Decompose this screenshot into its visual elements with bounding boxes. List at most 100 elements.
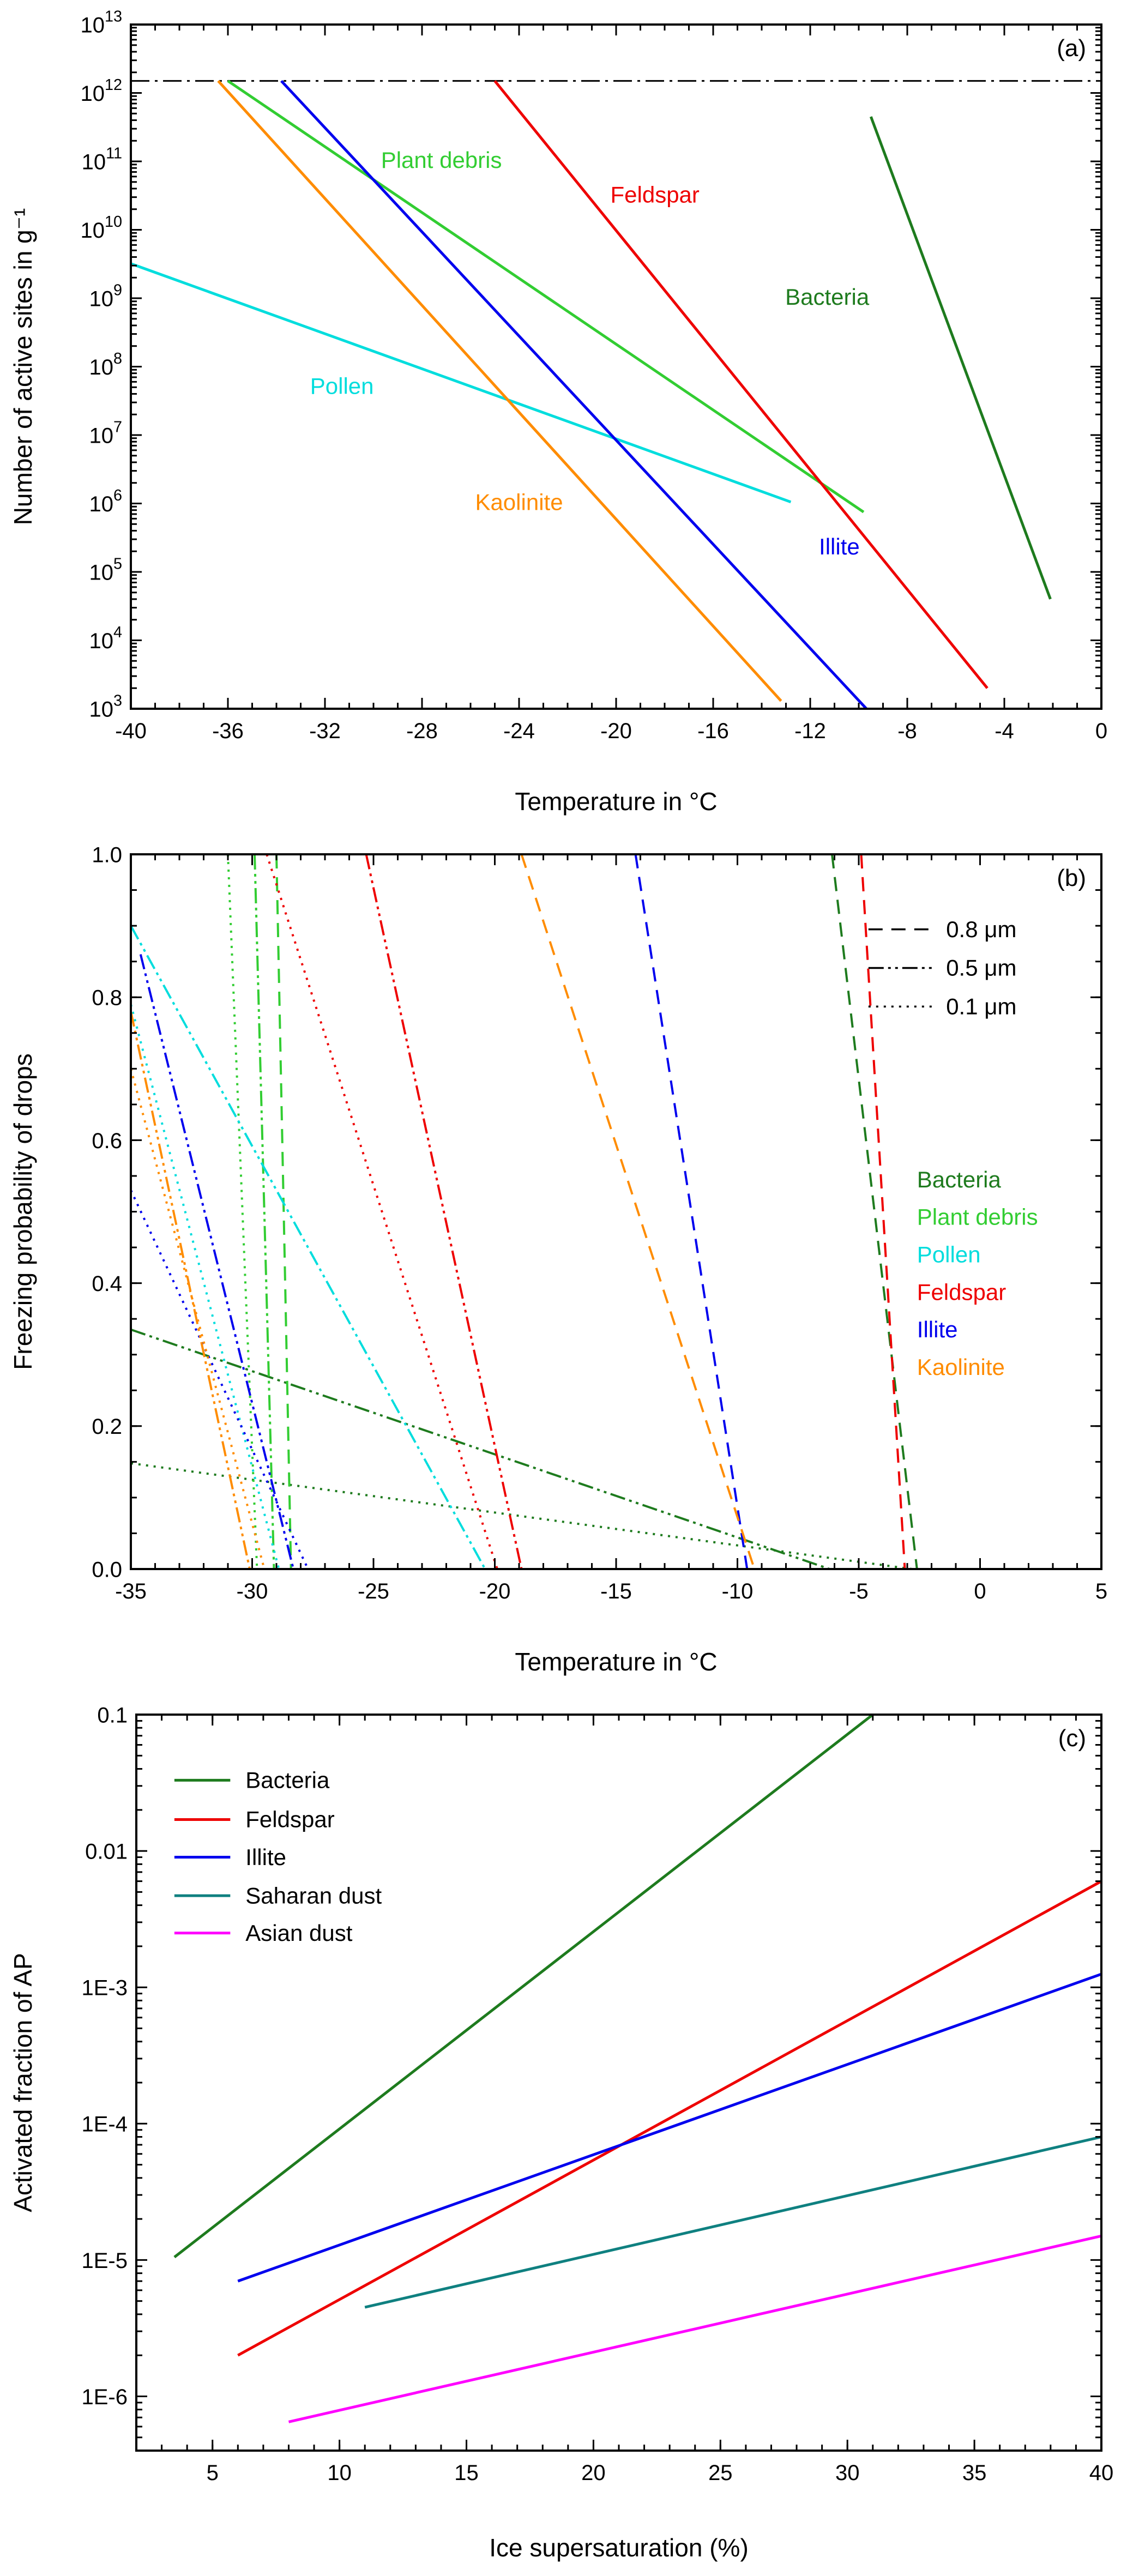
svg-text:-16: -16: [697, 719, 729, 743]
panel-a-active-sites-chart: -40 -36 -32 -28 -24 -20 -16 -12 -8 -4 0 103 104 105 10…: [0, 0, 1127, 830]
series-feldspar-0-5-m: [365, 854, 523, 1569]
legend-label-bacteria: Bacteria: [245, 1767, 330, 1793]
panel-label-c: (c): [1058, 1725, 1086, 1752]
svg-text:0.1: 0.1: [97, 1703, 128, 1727]
color-key-bacteria: Bacteria: [917, 1167, 1002, 1192]
svg-text:-30: -30: [237, 1579, 268, 1603]
svg-text:-20: -20: [479, 1579, 511, 1603]
y-axis-label-c: Activated fraction of AP: [9, 1953, 37, 2212]
series-feldspar: [237, 1880, 1101, 2357]
series-illite-0-8-m: [634, 854, 749, 1569]
svg-text:40: 40: [1089, 2461, 1114, 2485]
panel-c-activated-fraction-chart: 5 10 15 20 25 30 35 40 1E-6 1E-5 1E-4 1E-3 0.01 0.1 Ic…: [0, 1690, 1127, 2576]
svg-text:1.0: 1.0: [92, 843, 122, 867]
legend-label-saharan-dust: Saharan dust: [245, 1883, 382, 1908]
svg-text:15: 15: [454, 2461, 479, 2485]
series-illite-0-1-m: [131, 1190, 309, 1569]
annotation-pollen: Pollen: [310, 373, 374, 399]
size-legend-label-0-8-m: 0.8 μm: [946, 916, 1016, 942]
series-pollen: [131, 262, 792, 504]
svg-text:0.2: 0.2: [92, 1415, 122, 1439]
svg-text:-15: -15: [600, 1579, 632, 1603]
axis-ticks: [135, 1714, 1102, 2452]
annotation-bacteria: Bacteria: [785, 284, 870, 310]
svg-text:25: 25: [708, 2461, 733, 2485]
x-axis-label-a: Temperature in °C: [515, 787, 717, 816]
series-bacteria-0-1-m: [131, 1462, 913, 1569]
svg-text:-40: -40: [115, 719, 147, 743]
svg-text:5: 5: [207, 2461, 219, 2485]
chart-c: 5 10 15 20 25 30 35 40 1E-6 1E-5 1E-4 1E-3 0.01 0.1 Ic…: [0, 1690, 1127, 2576]
y-axis-label-a: Number of active sites in g⁻¹: [9, 208, 37, 526]
size-legend-label-0-1-m: 0.1 μm: [946, 994, 1016, 1019]
annotation-plant-debris: Plant debris: [381, 147, 502, 173]
series-pollen-0-1-m: [131, 1004, 280, 1569]
color-key-illite: Illite: [917, 1317, 958, 1342]
svg-text:0.6: 0.6: [92, 1129, 122, 1153]
x-axis-label-b: Temperature in °C: [515, 1648, 717, 1676]
chart-background: [0, 1690, 1127, 2576]
tick-labels: -35 -30 -25 -20 -15 -10 -5 0 5 0.0 0.2 0.4 0.6 0.8 1.0: [92, 843, 1107, 1603]
series-bacteria-0-5-m: [131, 1328, 830, 1569]
series-saharan-dust: [364, 2135, 1101, 2309]
legend-label-feldspar: Feldspar: [245, 1807, 334, 1832]
series-illite-0-5-m: [139, 954, 295, 1569]
svg-text:-8: -8: [897, 719, 917, 743]
svg-text:5: 5: [1095, 1579, 1107, 1603]
svg-text:-32: -32: [309, 719, 341, 743]
legend-label-asian-dust: Asian dust: [245, 1920, 352, 1946]
svg-text:1E-3: 1E-3: [82, 1976, 128, 2000]
svg-text:-36: -36: [212, 719, 244, 743]
panel-b-freezing-probability-chart: -35 -30 -25 -20 -15 -10 -5 0 5 0.0 0.2 0.4 0.6 0.8 1.0…: [0, 830, 1127, 1690]
annotation-kaolinite: Kaolinite: [475, 490, 563, 515]
svg-text:-10: -10: [722, 1579, 754, 1603]
annotation-feldspar: Feldspar: [610, 182, 699, 208]
svg-text:10: 10: [327, 2461, 352, 2485]
series-illite: [280, 80, 869, 709]
color-key-plant-debris: Plant debris: [917, 1204, 1038, 1230]
series-bacteria: [869, 116, 1052, 600]
series-pollen-0-5-m: [131, 925, 486, 1569]
size-legend-label-0-5-m: 0.5 μm: [946, 955, 1016, 981]
series-plant-debris-0-8-m: [275, 854, 292, 1569]
svg-text:-5: -5: [849, 1579, 869, 1603]
svg-text:0.01: 0.01: [85, 1839, 128, 1863]
tick-labels: 5 10 15 20 25 30 35 40 1E-6 1E-5 1E-4 1E-3 0.01 0.1: [82, 1703, 1114, 2485]
series-feldspar: [493, 80, 989, 689]
panel-label-b: (b): [1057, 865, 1086, 891]
svg-text:0: 0: [974, 1579, 986, 1603]
svg-text:35: 35: [962, 2461, 987, 2485]
color-key-feldspar: Feldspar: [917, 1279, 1006, 1305]
series-asian-dust: [288, 2234, 1101, 2423]
x-axis-label-c: Ice supersaturation (%): [489, 2533, 749, 2562]
svg-text:-12: -12: [794, 719, 826, 743]
series-kaolinite: [217, 80, 782, 702]
color-key-pollen: Pollen: [917, 1241, 981, 1267]
series-bacteria: [173, 1715, 874, 2259]
annotation-illite: Illite: [819, 534, 860, 559]
series-plant-debris-0-5-m: [254, 854, 275, 1569]
series-plant-debris: [227, 80, 865, 514]
plot-area: [131, 80, 1101, 709]
legend-label-illite: Illite: [245, 1844, 286, 1870]
series-illite: [237, 1972, 1101, 2283]
axis-ticks: [130, 23, 1102, 710]
color-key-kaolinite: Kaolinite: [917, 1354, 1005, 1380]
svg-text:20: 20: [581, 2461, 606, 2485]
svg-text:1E-6: 1E-6: [82, 2385, 128, 2409]
svg-text:0.0: 0.0: [92, 1558, 122, 1582]
panel-label-a: (a): [1057, 35, 1086, 62]
y-axis-label-b: Freezing probability of drops: [9, 1053, 37, 1370]
svg-text:-20: -20: [600, 719, 632, 743]
series-kaolinite-0-8-m: [520, 854, 756, 1569]
svg-text:-35: -35: [115, 1579, 147, 1603]
series-feldspar-0-1-m: [266, 854, 498, 1569]
series-bacteria-0-8-m: [831, 854, 918, 1569]
svg-text:-24: -24: [503, 719, 535, 743]
chart-a: -40 -36 -32 -28 -24 -20 -16 -12 -8 -4 010310410510…: [0, 0, 1127, 830]
svg-text:-4: -4: [995, 719, 1014, 743]
chart-background: [0, 0, 1127, 830]
svg-text:0.4: 0.4: [92, 1272, 122, 1296]
svg-text:0: 0: [1095, 719, 1107, 743]
